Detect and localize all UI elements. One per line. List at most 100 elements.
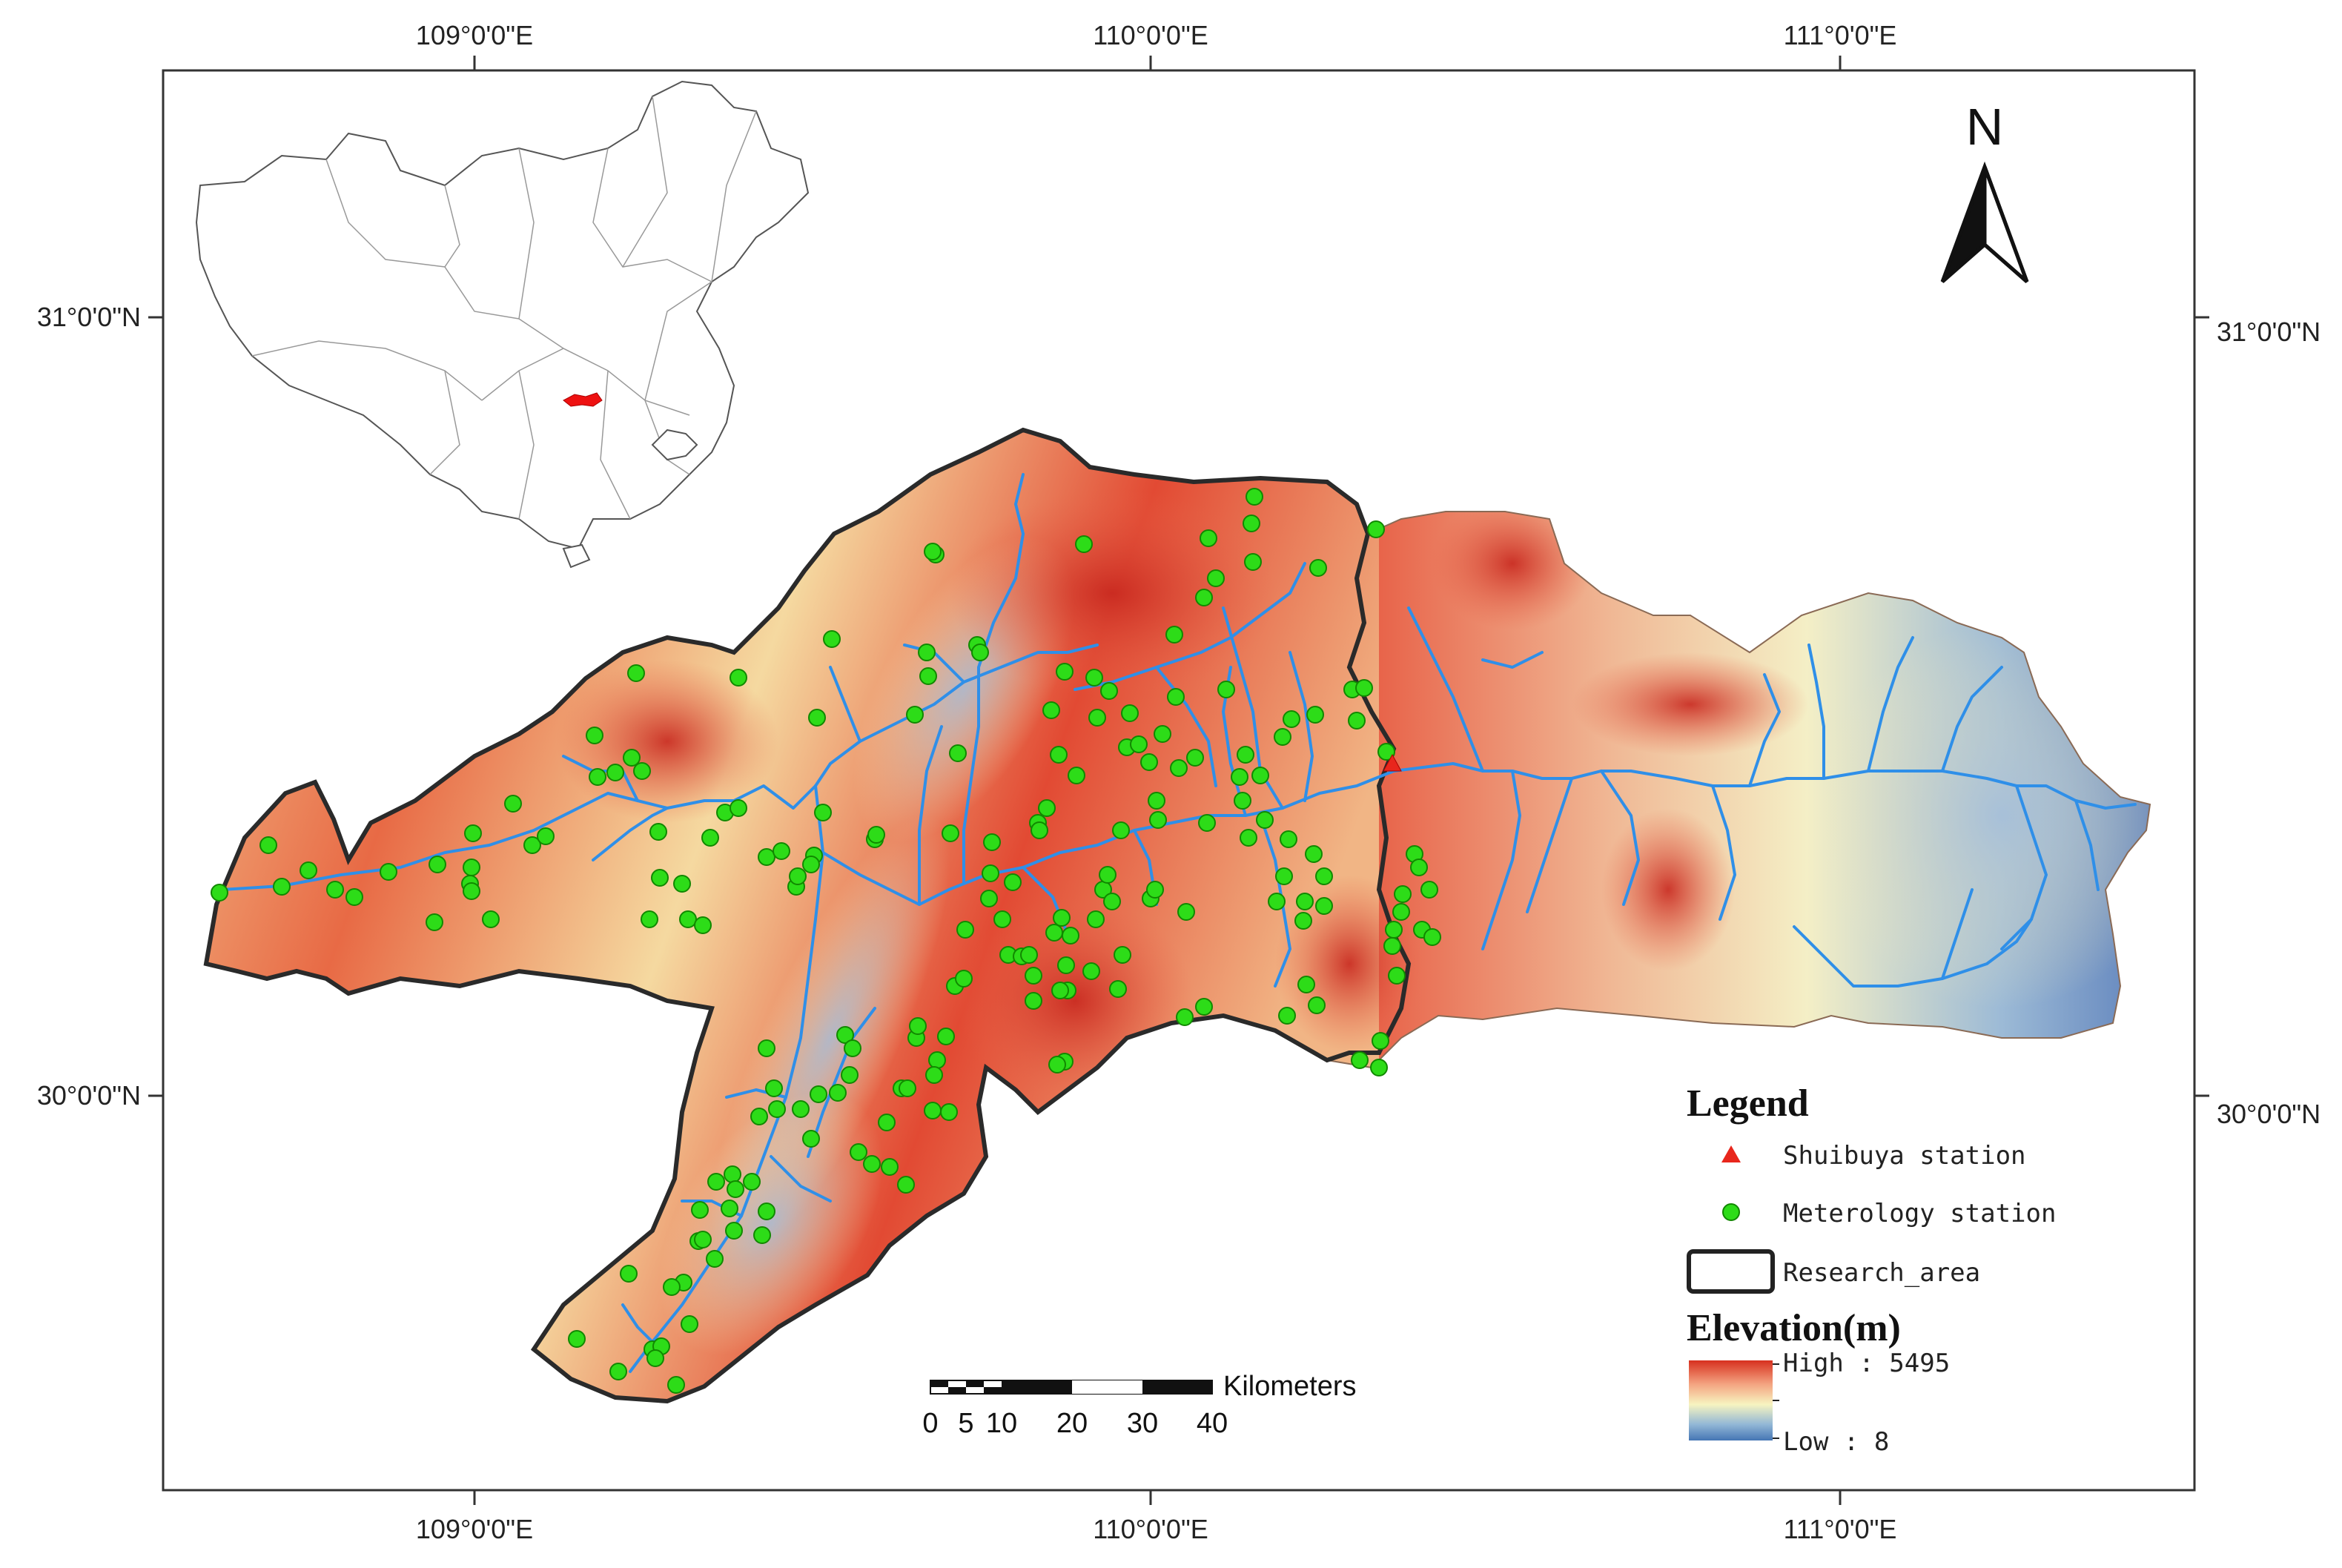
meteorology-station-marker [1130,735,1148,753]
meteorology-station-marker [1256,811,1274,829]
meteorology-station-marker [482,910,500,928]
scale-tick-0: 0 [922,1408,938,1439]
meteorology-station-marker [897,1176,915,1194]
meteorology-station-marker [1294,912,1312,930]
meteorology-station-marker [1296,893,1314,910]
meteorology-station-marker [768,1100,786,1118]
meteorology-station-marker [918,644,936,661]
meteorology-station-marker [1306,706,1324,724]
scale-bar-unit: Kilometers [1223,1371,1357,1402]
meteorology-station-marker [326,881,344,899]
legend: Legend Shuibuya station Meterology stati… [1687,1082,2056,1457]
meteorology-station-marker [1112,821,1130,839]
meteorology-station-marker [1085,669,1103,687]
meteorology-station-marker [724,1165,741,1183]
meteorology-station-marker [589,768,606,786]
meteorology-station-marker [878,1114,896,1131]
meteorology-station-marker [701,829,719,847]
china-outline [195,80,810,550]
meteorology-station-marker [1217,681,1235,698]
top-lon-label-1: 109°0'0"E [416,20,533,50]
meteorology-station-marker [844,1039,861,1057]
meteorology-station-marker [1088,709,1106,727]
legend-meteorology-label: Meterology station [1783,1199,2056,1228]
meteorology-station-marker [1068,767,1085,784]
meteorology-station-marker [1051,982,1069,999]
meteorology-station-marker [1275,867,1293,885]
meteorology-station-marker [925,1066,943,1084]
meteorology-station-marker [750,1108,768,1125]
scale-tick-5: 5 [958,1408,973,1439]
meteorology-station-marker [1114,946,1131,964]
meteorology-station-marker [1004,873,1022,891]
meteorology-station-marker [906,706,924,724]
meteorology-station-marker [504,795,522,813]
meteorology-station-marker [523,836,541,854]
province-borders [251,96,757,520]
meteorology-station-marker [829,1084,847,1102]
meteorology-station-marker [1392,903,1410,921]
meteorology-station-marker [802,1130,820,1148]
meteorology-station-marker [1231,768,1248,786]
meteorology-station-marker [823,630,841,648]
meteorology-station-marker [1025,967,1042,985]
meteorology-station-marker [841,1066,859,1084]
meteorology-station-marker [1082,962,1100,980]
meteorology-station-marker [694,916,712,934]
meteorology-station-marker [1274,728,1291,746]
meteorology-station-marker [727,1180,744,1198]
meteorology-station-marker [1045,924,1063,942]
scale-tick-10: 10 [986,1408,1017,1439]
meteorology-station-marker [673,875,691,893]
meteorology-station-marker [1170,759,1188,777]
meteorology-station-marker [1146,881,1164,899]
meteorology-station-marker [1100,682,1118,700]
meteorology-station-marker [1087,910,1105,928]
taiwan-outline [651,429,698,461]
meteorology-station-marker [646,1349,664,1367]
meteorology-station-marker [1268,893,1286,910]
legend-elevation-title: Elevation(m) [1687,1307,1901,1349]
meteorology-station-marker [792,1100,810,1118]
meteorology-station-marker [836,1026,854,1044]
meteorology-station-marker [982,864,999,882]
meteorology-station-marker [609,1363,627,1380]
meteorology-station-marker [730,669,747,687]
legend-meteorology-symbol [1722,1203,1740,1221]
meteorology-station-marker [721,1200,738,1217]
meteorology-station-marker [1109,980,1127,998]
meteorology-station-marker [940,1103,958,1121]
meteorology-station-marker [463,882,480,900]
meteorology-station-marker [273,878,291,896]
meteorology-station-marker [1240,829,1257,847]
north-arrow-label: N [1966,98,2004,156]
top-lon-label-3: 111°0'0"E [1784,20,1897,50]
meteorology-station-marker [586,727,603,744]
meteorology-station-marker [464,824,482,842]
legend-shuibuya-label: Shuibuya station [1783,1141,2026,1171]
meteorology-station-marker [725,1222,743,1240]
meteorology-station-marker [627,664,645,682]
top-lon-label-2: 110°0'0"E [1093,20,1208,50]
meteorology-station-marker [802,856,820,873]
meteorology-station-marker [663,1278,681,1296]
meteorology-station-marker [679,910,697,928]
meteorology-station-marker [1280,830,1297,848]
meteorology-station-marker [1042,701,1060,719]
meteorology-station-marker [568,1330,586,1348]
meteorology-station-marker [1377,743,1395,761]
meteorology-station-marker [753,1226,771,1244]
meteorology-station-marker [1050,746,1068,764]
meteorology-station-marker [743,1173,761,1191]
meteorology-station-marker [426,913,443,931]
meteorology-station-marker [928,1051,946,1069]
legend-high-label: High : 5495 [1783,1349,1950,1378]
meteorology-station-marker [1198,814,1216,832]
meteorology-station-marker [1165,626,1183,644]
meteorology-station-marker [380,863,397,881]
bottom-lon-label-1: 109°0'0"E [416,1514,533,1544]
meteorology-station-marker [1167,688,1185,706]
meteorology-station-marker [606,764,624,781]
meteorology-station-marker [867,826,885,844]
meteorology-station-marker [1038,799,1056,817]
